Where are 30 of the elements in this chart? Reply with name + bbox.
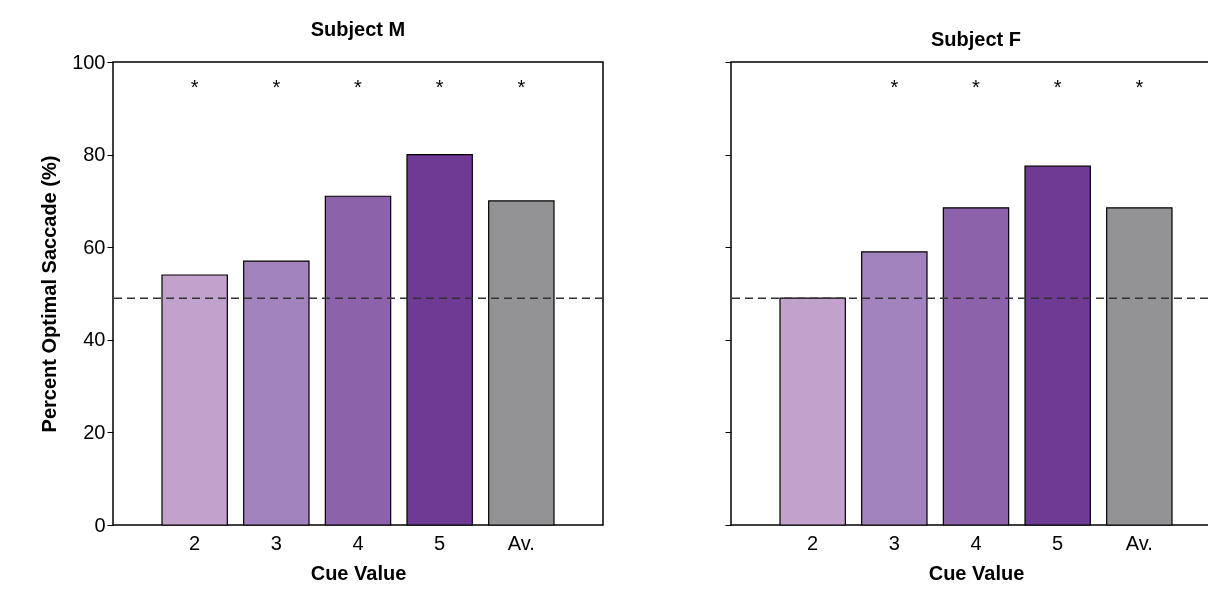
x-tick-label: 2 xyxy=(189,531,201,554)
x-tick-label: 2 xyxy=(807,531,819,554)
annotation: * xyxy=(890,76,899,98)
x-axis-title: Cue Value xyxy=(310,561,407,584)
y-tick-label: 40 xyxy=(83,328,106,351)
annotation: * xyxy=(272,76,281,98)
y-tick-label: 20 xyxy=(83,420,106,443)
x-axis-title: Cue Value xyxy=(928,561,1025,584)
annotation: * xyxy=(517,76,526,98)
x-tick-label: 4 xyxy=(352,531,364,554)
chart-title: Subject M xyxy=(310,18,406,40)
y-axis-title: Percent Optimal Saccade (%) xyxy=(38,155,61,433)
x-tick-label: 5 xyxy=(1052,531,1064,554)
x-tick-label: 5 xyxy=(434,531,446,554)
x-tick-label: Av. xyxy=(507,531,535,554)
y-tick-label: 60 xyxy=(83,235,106,258)
x-tick-label: 4 xyxy=(970,531,982,554)
chart-title: Subject F xyxy=(930,27,1022,50)
x-tick-label: 3 xyxy=(270,531,282,554)
annotation: * xyxy=(1135,76,1144,98)
y-tick-label: 80 xyxy=(83,143,106,166)
annotation: * xyxy=(190,76,199,98)
y-tick-label: 100 xyxy=(72,50,106,73)
annotation: * xyxy=(972,76,981,98)
annotation: * xyxy=(1053,76,1062,98)
annotation: * xyxy=(354,76,363,98)
x-tick-label: Av. xyxy=(1125,531,1153,554)
x-tick-label: 3 xyxy=(888,531,900,554)
annotation: * xyxy=(435,76,444,98)
y-tick-label: 0 xyxy=(94,513,106,536)
